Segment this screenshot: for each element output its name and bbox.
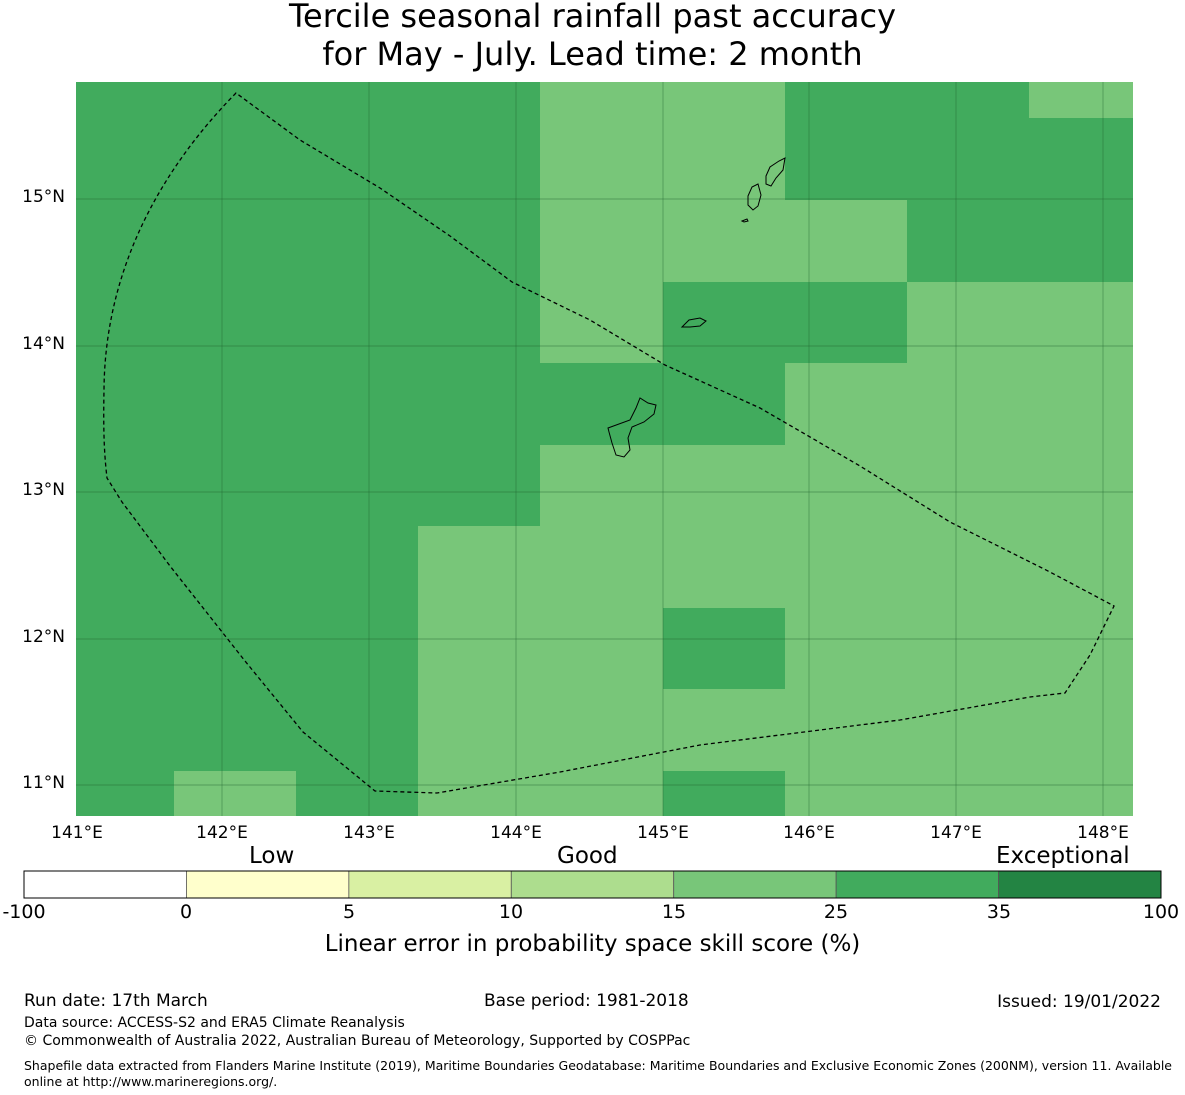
good-skill-cell (785, 771, 1133, 816)
guam-island (607, 397, 657, 458)
lon-label-147e: 147°E (930, 823, 982, 843)
rota-island (680, 317, 707, 328)
base-period: Base period: 1981-2018 (484, 991, 689, 1011)
good-skill-cell (785, 608, 1133, 689)
issued-date: Issued: 19/01/2022 (997, 992, 1161, 1012)
lon-label-141e: 141°E (51, 823, 103, 843)
good-skill-cell (540, 445, 1133, 526)
data-source: Data source: ACCESS-S2 and ERA5 Climate … (24, 1015, 405, 1031)
colorbar-category-low: Low (249, 843, 295, 869)
colorbar-tick-25: 25 (823, 901, 849, 923)
lon-label-146e: 146°E (783, 823, 835, 843)
lon-label-144e: 144°E (490, 823, 542, 843)
good-skill-cell (418, 689, 1133, 771)
map-gridlines (76, 82, 1133, 816)
lat-label-11n: 11°N (22, 773, 65, 793)
good-skill-cell (785, 363, 1133, 445)
lat-label-15n: 15°N (22, 187, 65, 207)
chart-title-line-1: Tercile seasonal rainfall past accuracy (288, 0, 897, 35)
eez-boundary (103, 92, 1115, 794)
colorbar-tick-35: 35 (986, 901, 1012, 923)
lat-label-13n: 13°N (22, 480, 65, 500)
lat-label-12n: 12°N (22, 627, 65, 647)
colorbar-tick-10: 10 (498, 901, 524, 923)
run-date: Run date: 17th March (24, 991, 208, 1011)
shapefile-credit: Shapefile data extracted from Flanders M… (24, 1058, 1172, 1089)
good-skill-cell (540, 200, 907, 282)
lon-label-142e: 142°E (196, 823, 248, 843)
island-coastlines (607, 157, 786, 458)
colorbar-category-good: Good (557, 843, 618, 869)
lon-label-145e: 145°E (637, 823, 689, 843)
good-skill-cell (540, 82, 785, 200)
good-skill-cell (174, 771, 296, 816)
colorbar-tick-15: 15 (661, 901, 687, 923)
good-skill-cell (418, 608, 663, 689)
colorbar-axis-label: Linear error in probability space skill … (324, 931, 861, 957)
lat-label-14n: 14°N (22, 334, 65, 354)
saipan-island (765, 157, 786, 187)
copyright-notice: © Commonwealth of Australia 2022, Austra… (24, 1033, 691, 1049)
good-skill-cell (907, 282, 1133, 363)
good-skill-cell (418, 526, 1133, 608)
map-grid-cells (76, 82, 1133, 816)
colorbar-tick-100: 100 (1142, 901, 1180, 923)
tinian-island (747, 183, 762, 211)
aguijan-island (740, 218, 749, 223)
colorbar-tick-0: 0 (179, 901, 193, 923)
colorbar-tick-5: 5 (342, 901, 356, 923)
colorbar-tick-minus100: -100 (2, 901, 46, 923)
good-skill-cell (540, 282, 663, 363)
lon-label-143e: 143°E (343, 823, 395, 843)
chart-title-line-2: for May - July. Lead time: 2 month (322, 35, 863, 73)
lon-label-148e: 148°E (1077, 823, 1129, 843)
good-skill-cell (1029, 82, 1133, 118)
good-skill-cell (418, 771, 663, 816)
colorbar-category-exceptional: Exceptional (996, 843, 1130, 869)
